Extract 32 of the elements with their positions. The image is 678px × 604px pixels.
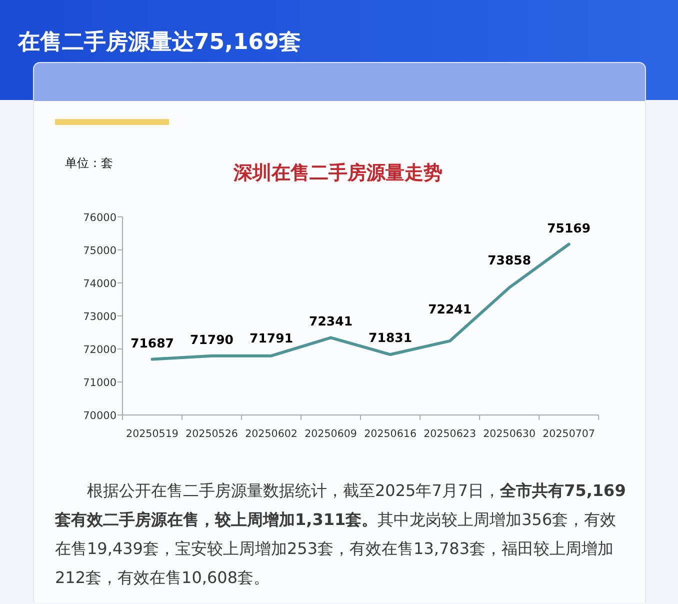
text: 在售19,439套，宝安较上周增加253套，有效在售13,783套，福田较上周增加 bbox=[55, 538, 614, 560]
y-tick-label: 72000 bbox=[83, 344, 116, 356]
x-tick-label: 20250526 bbox=[186, 428, 238, 440]
x-tick-label: 20250623 bbox=[424, 428, 476, 440]
data-label: 75169 bbox=[547, 220, 591, 236]
x-tick-label: 20250602 bbox=[245, 428, 298, 440]
data-label: 73858 bbox=[488, 252, 532, 268]
data-label: 72241 bbox=[428, 302, 472, 317]
y-tick-label: 71000 bbox=[83, 376, 116, 389]
x-tick-label: 20250616 bbox=[364, 428, 417, 440]
text: 其中龙岗较上周增加356套，有效 bbox=[378, 509, 616, 531]
data-label: 72341 bbox=[309, 314, 353, 329]
x-tick-label: 20250707 bbox=[542, 428, 596, 440]
data-label: 71790 bbox=[190, 332, 234, 347]
text: 在售二手房源量达75,169套 bbox=[18, 29, 301, 57]
chart-title: 深圳在售二手房源量走势 bbox=[232, 162, 442, 184]
data-label: 71791 bbox=[250, 330, 294, 346]
text: 212套，有效在售10,608套。 bbox=[55, 567, 270, 589]
data-label: 71687 bbox=[130, 335, 174, 350]
y-tick-label: 73000 bbox=[83, 310, 116, 323]
x-tick-label: 20250609 bbox=[304, 428, 358, 440]
x-tick-label: 20250519 bbox=[126, 428, 178, 440]
text: 全市共有75,169 bbox=[500, 480, 626, 502]
y-tick-label: 74000 bbox=[83, 278, 116, 290]
y-tick-label: 70000 bbox=[83, 410, 116, 422]
text: 套有效二手房源在售，较上周增加1,311套。 bbox=[55, 509, 378, 531]
text: 根据公开在售二手房源量数据统计，截至2025年7月7日， bbox=[87, 480, 500, 502]
x-tick-label: 20250630 bbox=[483, 428, 536, 440]
y-tick-label: 76000 bbox=[83, 212, 116, 224]
data-label: 71831 bbox=[368, 330, 412, 345]
y-tick-label: 75000 bbox=[83, 244, 116, 257]
y-axis-title: 单位：套 bbox=[65, 156, 113, 170]
